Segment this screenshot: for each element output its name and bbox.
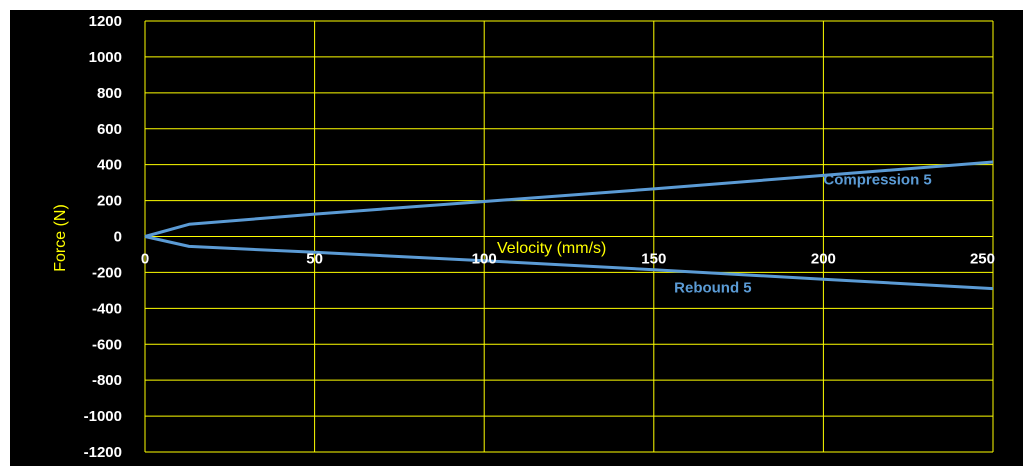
x-tick-label: 250	[970, 251, 995, 268]
y-tick-label: 1000	[89, 49, 122, 66]
series-label-compression: Compression 5	[823, 171, 931, 188]
y-tick-label: 600	[97, 121, 122, 138]
series-label-rebound: Rebound 5	[674, 280, 752, 297]
force-velocity-chart: 120010008006004002000-200-400-600-800-10…	[52, 13, 995, 461]
y-tick-label: 200	[97, 193, 122, 210]
x-tick-label: 150	[641, 251, 666, 268]
grid	[144, 20, 994, 453]
series-labels: Compression 5 Rebound 5	[674, 171, 932, 296]
y-tick-label: -400	[92, 300, 122, 317]
x-tick-label: 200	[811, 251, 836, 268]
y-tick-label: -800	[92, 372, 122, 389]
series-line-rebound	[144, 235, 994, 291]
x-tick-label: 50	[306, 251, 323, 268]
y-tick-label: 1200	[89, 13, 122, 30]
y-tick-label: -200	[92, 264, 122, 281]
series-line-compression	[144, 160, 994, 238]
x-tick-label: 0	[141, 251, 149, 268]
x-tick-label: 100	[472, 251, 497, 268]
y-tick-label: 800	[97, 85, 122, 102]
y-tick-label: 400	[97, 157, 122, 174]
chart-area: 1200 1000 800 600 400 200 0 -200 -400 -600 -800 -10…	[10, 10, 1023, 466]
y-tick-label: -1200	[84, 444, 122, 461]
y-axis-ticks: 1200 1000 800 600 400 200 0 -200 -400 -600 -800 -10…	[84, 13, 122, 461]
series	[144, 160, 994, 291]
x-axis-title: Velocity (mm/s)	[497, 240, 606, 257]
y-tick-label: -600	[92, 336, 122, 353]
x-axis-ticks: 0 50 100 150 200 250	[141, 251, 995, 268]
y-tick-label: 0	[114, 229, 122, 246]
y-tick-label: -1000	[84, 408, 122, 425]
y-axis-title: Force (N)	[52, 204, 69, 272]
